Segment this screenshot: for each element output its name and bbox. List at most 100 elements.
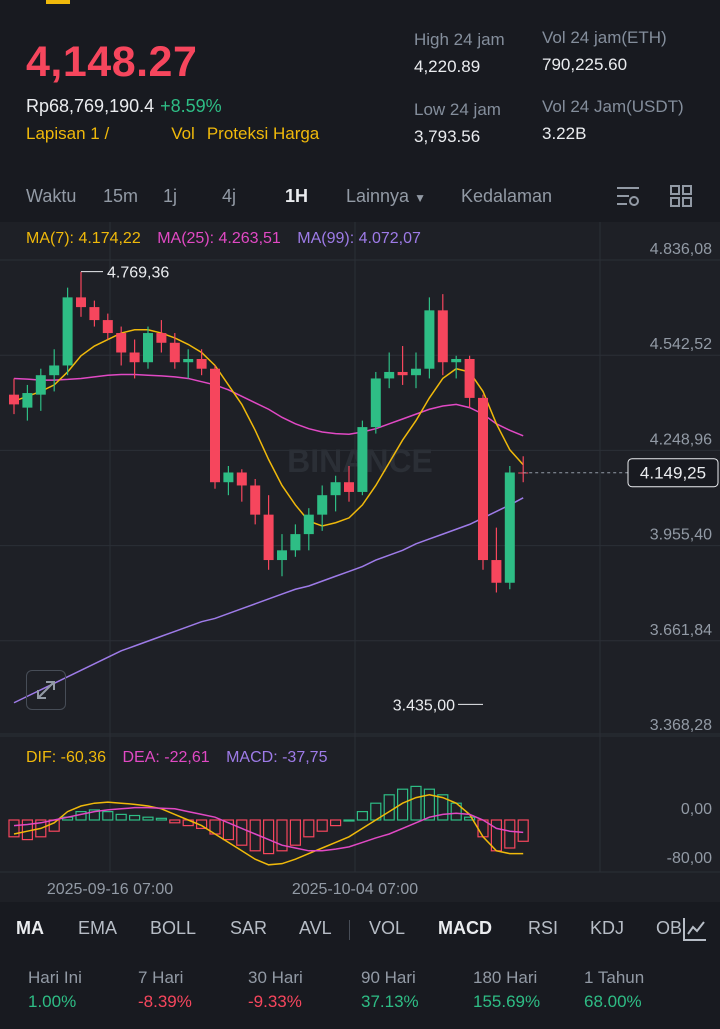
perf-value: 155.69% xyxy=(473,992,541,1011)
y-tick-label: 4.542,52 xyxy=(650,336,712,353)
indicator-chart-icon[interactable] xyxy=(682,916,708,947)
perf-cell: 180 Hari 155.69% xyxy=(473,968,540,1012)
chart-settings-icon[interactable] xyxy=(615,184,641,213)
indicator-tab-1[interactable]: EMA xyxy=(78,918,118,938)
layer-link[interactable]: Lapisan 1 / xyxy=(26,124,110,143)
candle-body xyxy=(62,297,73,366)
last-price: 4,148.27 xyxy=(26,38,198,86)
expand-icon[interactable] xyxy=(26,670,66,710)
macd-bar xyxy=(236,819,248,846)
indicator-tab-5[interactable]: VOL xyxy=(369,918,406,938)
candlestick-chart[interactable]: BINANCE 4.769,363.435,004.149,25 4.836,0… xyxy=(0,222,720,902)
candle-body xyxy=(156,333,167,343)
perf-label: 90 Hari xyxy=(361,968,416,987)
dif-line xyxy=(13,794,524,866)
candle-body xyxy=(129,352,140,363)
indicator-tab-9[interactable]: OB xyxy=(656,918,683,938)
change-percent: +8.59% xyxy=(160,96,222,116)
tab-kedalaman[interactable]: Kedalaman xyxy=(461,186,553,206)
candle-body xyxy=(35,375,46,395)
macd-bar xyxy=(330,819,342,827)
low-24h-value: 3,793.56 xyxy=(414,127,481,146)
high-24h-value: 4,220.89 xyxy=(414,57,481,76)
indicator-tab-7[interactable]: RSI xyxy=(528,918,559,938)
indicator-tab-8[interactable]: KDJ xyxy=(590,918,625,938)
candle-body xyxy=(49,365,60,376)
candle-body xyxy=(491,560,502,583)
tag-links: Lapisan 1 / Vol Proteksi Harga xyxy=(26,124,319,144)
indicator-tab-4[interactable]: AVL xyxy=(299,918,332,938)
macd-bar xyxy=(263,819,275,855)
tab-waktu[interactable]: Waktu xyxy=(26,186,77,206)
indicator-tab-3[interactable]: SAR xyxy=(230,918,268,938)
candle-body xyxy=(22,393,33,408)
macd-bar xyxy=(303,819,315,838)
macd-bar xyxy=(437,794,449,821)
candle-body xyxy=(451,358,462,363)
candle-body xyxy=(384,371,395,379)
candle-body xyxy=(223,472,234,483)
ma7-legend: MA(7): 4.174,22 xyxy=(26,230,141,247)
macd-bar xyxy=(169,819,181,824)
idr-price: Rp68,769,190.4 xyxy=(26,96,155,116)
tab-4j[interactable]: 4j xyxy=(222,186,237,206)
indicator-tabs: MA EMA BOLL SAR AVL VOL MACD RSI KDJ OB xyxy=(0,908,720,952)
macd-bar xyxy=(383,794,395,821)
macd-bar xyxy=(129,814,141,821)
perf-value: 1.00% xyxy=(28,992,77,1011)
macd-value-legend: MACD: -37,75 xyxy=(226,749,328,766)
ma99-legend: MA(99): 4.072,07 xyxy=(297,230,421,247)
ma-legend: MA(7): 4.174,22 MA(25): 4.263,51 MA(99):… xyxy=(26,230,421,248)
vol-link[interactable]: Vol xyxy=(171,124,195,143)
chart-area[interactable]: BINANCE 4.769,363.435,004.149,25 4.836,0… xyxy=(0,222,720,902)
tab-1j[interactable]: 1j xyxy=(163,186,178,206)
high-marker: 4.769,36 xyxy=(107,265,169,282)
candle-body xyxy=(370,378,381,428)
tab-1h[interactable]: 1H xyxy=(285,186,309,206)
candle-body xyxy=(478,397,488,561)
perf-label: 7 Hari xyxy=(138,968,184,987)
candle-body xyxy=(437,310,448,363)
perf-cell: 1 Tahun 68.00% xyxy=(584,968,644,1012)
dea-line xyxy=(13,806,524,852)
caret-down-icon: ▼ xyxy=(414,191,426,205)
vol-usdt-value: 3.22B xyxy=(542,124,587,143)
tab-lainnya[interactable]: Lainnya ▼ xyxy=(346,186,426,207)
candle-body xyxy=(290,534,301,551)
y-tick-label: 3.955,40 xyxy=(650,527,712,544)
macd-bar xyxy=(276,819,288,852)
macd-legend: DIF: -60,36 DEA: -22,61 MACD: -37,75 xyxy=(26,749,327,767)
tab-15m[interactable]: 15m xyxy=(103,186,139,206)
candle-body xyxy=(397,371,408,376)
perf-label: Hari Ini xyxy=(28,968,82,987)
candle-body xyxy=(9,394,19,405)
grid-layout-icon[interactable] xyxy=(669,184,693,213)
indicator-tab-2[interactable]: BOLL xyxy=(150,918,197,938)
y-tick-label: 3.661,84 xyxy=(650,622,712,639)
candle-body xyxy=(250,485,261,515)
macd-tick-zero: 0,00 xyxy=(681,801,712,818)
vol-usdt-label: Vol 24 Jam(USDT) xyxy=(542,97,684,116)
perf-label: 1 Tahun xyxy=(584,968,645,987)
price-protection-link[interactable]: Proteksi Harga xyxy=(206,124,320,143)
perf-cell: 90 Hari 37.13% xyxy=(361,968,419,1012)
current-price-tag: 4.149,25 xyxy=(640,464,706,483)
perf-value: -9.33% xyxy=(248,992,302,1011)
perf-value: -8.39% xyxy=(138,992,192,1011)
indicator-tab-6[interactable]: MACD xyxy=(438,918,492,938)
vol-eth-label: Vol 24 jam(ETH) xyxy=(542,28,667,47)
indicator-tab-0[interactable]: MA xyxy=(16,918,44,938)
macd-bar xyxy=(48,819,60,832)
macd-bar xyxy=(155,817,167,821)
perf-value: 68.00% xyxy=(584,992,642,1011)
timeframe-bar: Waktu 15m 1j 4j 1H Lainnya ▼ Kedalaman xyxy=(0,178,720,218)
candle-body xyxy=(303,514,314,535)
candle-body xyxy=(330,482,341,496)
candle-body xyxy=(411,368,421,376)
candle-body xyxy=(169,342,180,363)
candle-body xyxy=(236,472,247,486)
macd-bar xyxy=(410,785,422,821)
perf-cell: 30 Hari -9.33% xyxy=(248,968,303,1012)
low-24h-label: Low 24 jam xyxy=(414,100,501,119)
macd-bar xyxy=(504,819,516,849)
